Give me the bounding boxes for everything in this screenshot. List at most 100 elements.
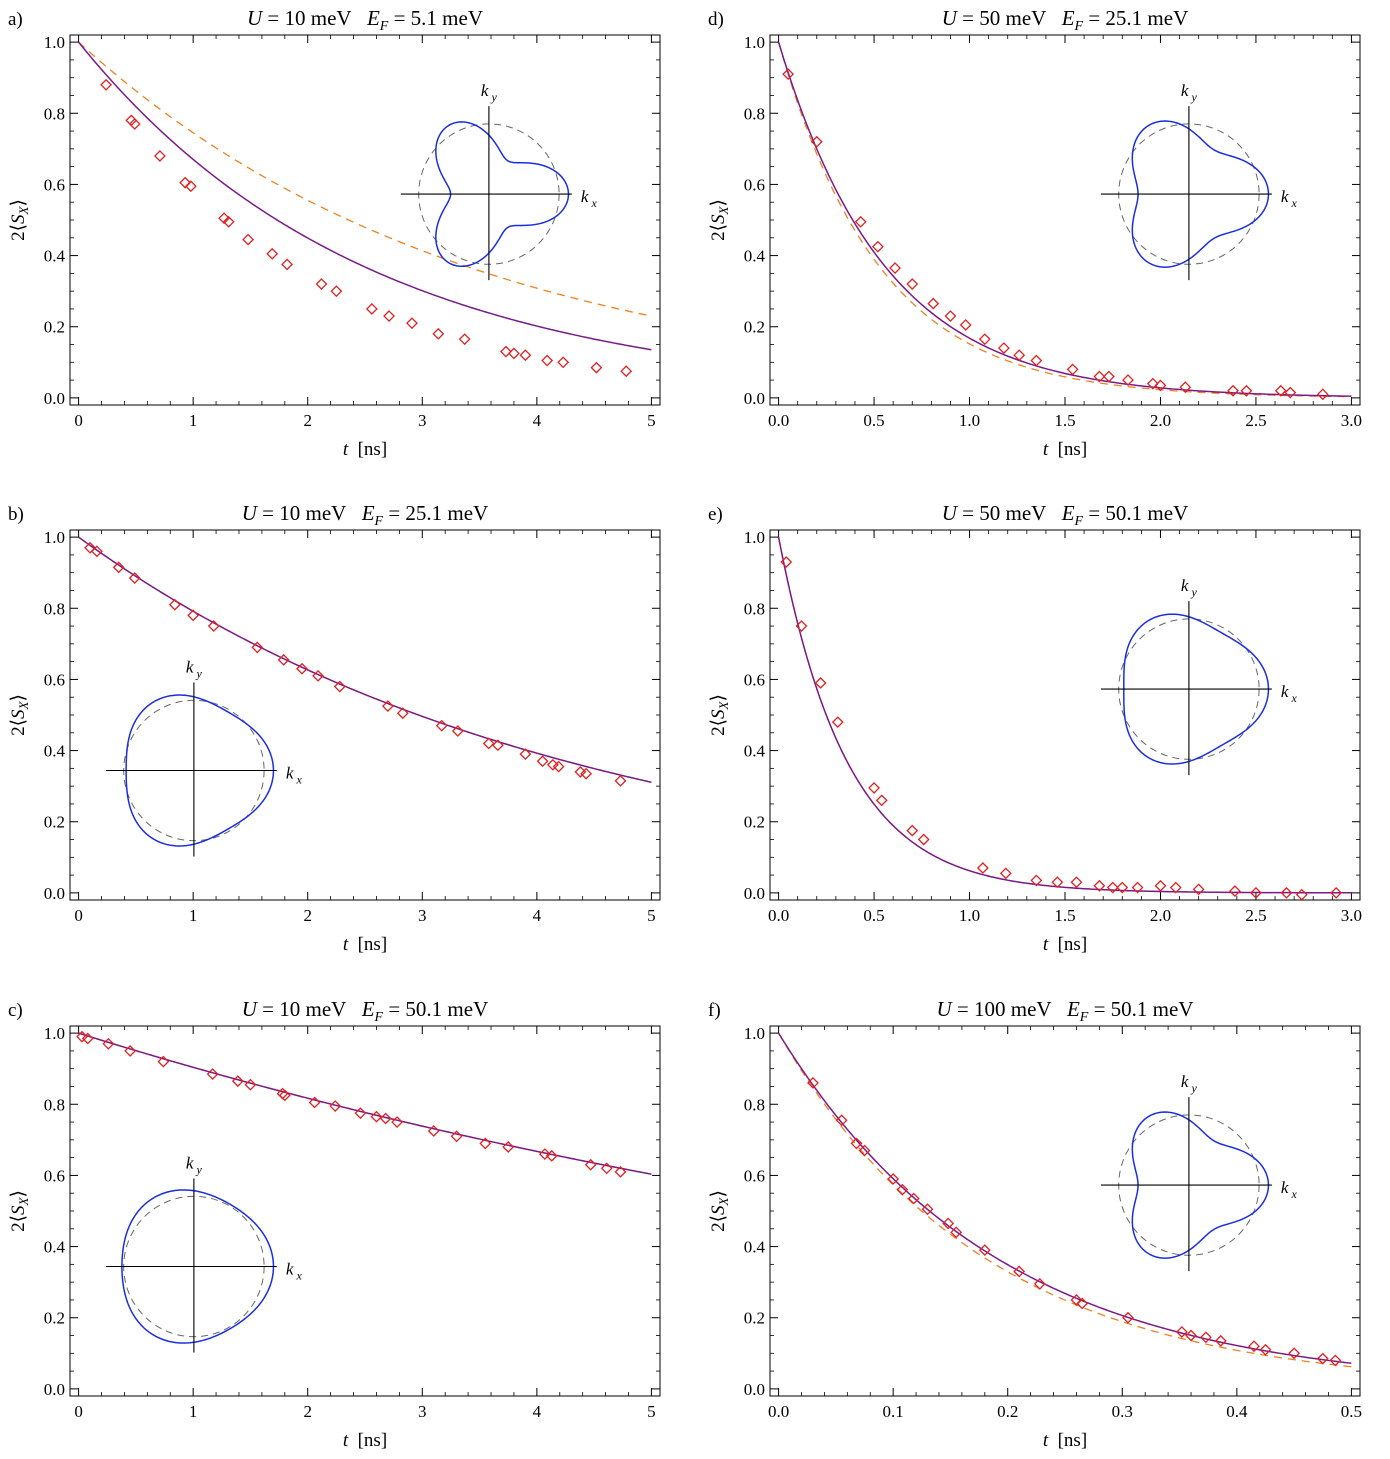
data-point [102,1037,115,1050]
panel-label: a) [8,9,23,30]
kx-label: k x [581,187,598,210]
data-point [614,1165,627,1178]
y-tick-label: 0.6 [44,670,65,689]
x-tick-label: 1.5 [1054,411,1075,430]
x-tick-label: 0.4 [1226,1402,1248,1421]
y-axis-label: 2⟨SX⟩ [8,199,31,241]
panel-c: c) U = 10 meV EF = 50.1 meV 0 1 2 3 4 5 0.0 0.2 0.… [8,997,661,1451]
data-point [871,240,884,253]
y-tick-label: 0.8 [44,1095,65,1114]
data-point [365,303,378,315]
data-point [1066,363,1079,376]
x-tick-label: 2.5 [1245,411,1266,430]
data-point [1199,1331,1212,1344]
data-point [370,1110,383,1123]
kx-label: k x [1281,1178,1298,1201]
data-point [1122,1311,1134,1324]
y-tick-label: 0.4 [744,247,766,266]
data-point [312,669,324,682]
data-point [1295,888,1308,900]
x-tick-label: 2 [303,411,312,430]
data-point [91,545,103,558]
data-point [1288,1347,1301,1360]
y-tick-label: 1.0 [744,528,765,547]
y-tick-label: 0.2 [44,1309,65,1328]
y-axis-label: 2⟨SX⟩ [8,694,31,736]
dashed-fit-curve [78,1032,652,1175]
plot-frame [69,529,661,901]
data-point [1280,886,1293,899]
data-point [277,653,290,666]
data-point [1274,384,1287,397]
data-point [997,342,1010,354]
ky-label: k y [1181,1072,1198,1095]
x-tick-label: 3 [418,906,427,925]
x-tick-label: 2 [303,1402,312,1421]
x-tick-label: 1 [189,1402,198,1421]
data-point [999,867,1012,880]
x-axis-label: t [ns] [1043,439,1087,460]
data-point [1013,349,1026,362]
y-axis-label: 2⟨SX⟩ [8,1190,31,1232]
data-point [187,609,200,622]
dashed-fit-curve [777,41,1352,398]
data-point [552,760,565,773]
data-point [218,212,231,225]
data-point [499,345,512,358]
solid-fit-curve [78,1032,652,1175]
x-tick-label: 0.3 [1112,1402,1133,1421]
y-axis-label: 2⟨SX⟩ [708,694,731,736]
y-tick-label: 0.8 [44,599,65,618]
data-point [479,1137,492,1150]
data-point [541,354,554,367]
y-tick-label: 0.6 [44,1166,65,1185]
y-tick-label: 0.4 [44,742,66,761]
solid-fit-curve [777,536,1352,894]
data-point [354,1107,367,1120]
data-point [887,1173,900,1185]
data-point [266,247,279,260]
data-point [875,794,888,807]
y-tick-label: 0.2 [44,813,65,832]
plot-area [78,41,652,378]
data-point [927,297,940,310]
data-point [168,598,181,611]
x-tick-label: 2.0 [1150,411,1171,430]
data-point [1146,377,1159,390]
x-axis-label: t [ns] [343,439,387,460]
data-point [482,737,495,750]
data-point [950,1226,963,1239]
data-point [329,1100,342,1112]
data-point [1154,379,1167,392]
x-tick-label: 0.0 [768,906,789,925]
y-tick-label: 0.2 [44,318,65,337]
data-point [814,677,827,689]
data-point [600,1162,613,1175]
data-point [614,774,627,787]
data-point [978,333,991,346]
data-point [458,333,471,346]
y-tick-label: 0.2 [744,813,765,832]
y-axis-label: 2⟨SX⟩ [708,1190,731,1232]
data-point [917,833,930,846]
x-tick-label: 0.5 [863,411,884,430]
data-point [1033,1278,1046,1290]
ky-label: k y [481,81,498,104]
panel-label: f) [708,1000,721,1021]
data-point [81,1032,94,1045]
chart-title: U = 50 meV EF = 50.1 meV [942,501,1189,529]
data-point [179,176,192,189]
y-tick-label: 0.0 [744,389,765,408]
data-point [538,1148,551,1160]
data-point [584,1158,597,1171]
solid-fit-curve [78,41,652,351]
ky-label: k y [1181,576,1198,599]
data-point [1051,876,1064,889]
y-tick-label: 0.0 [44,884,65,903]
x-tick-label: 0.0 [768,1402,789,1421]
x-tick-label: 5 [647,906,656,925]
dashed-fit-curve [78,536,652,783]
x-tick-label: 3.0 [1341,411,1362,430]
plot-frame [769,529,1361,901]
data-point [1240,384,1253,397]
